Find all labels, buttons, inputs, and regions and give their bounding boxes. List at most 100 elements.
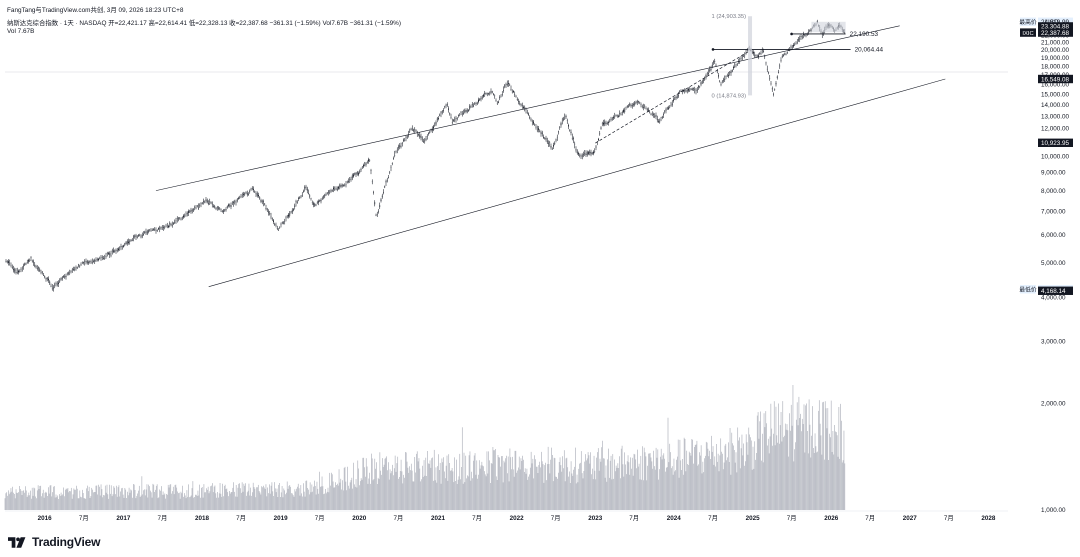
candle-body: [208, 203, 209, 204]
candle-body: [275, 224, 277, 226]
candle-body: [161, 226, 163, 228]
candle-body: [676, 96, 678, 98]
candle-body: [501, 94, 503, 95]
axis-tag-bg: [1020, 28, 1036, 37]
candle-body: [258, 194, 259, 197]
candle-body: [569, 130, 571, 131]
time-tick-label: 7月: [236, 514, 246, 522]
candle-body: [753, 52, 754, 54]
candle-body: [466, 110, 468, 112]
candle-body: [523, 106, 524, 108]
candle-body: [306, 188, 308, 191]
candle-body: [271, 218, 273, 220]
candle-body: [508, 83, 509, 84]
candle-body: [718, 75, 719, 77]
candle-body: [156, 230, 158, 231]
candle-body: [740, 58, 742, 59]
candle-body: [403, 139, 404, 141]
candle-body: [105, 256, 107, 257]
candle-body: [118, 248, 119, 251]
time-tick-label: 2027: [903, 515, 918, 522]
candle-body: [735, 64, 737, 66]
candle-body: [345, 184, 347, 186]
candle-body: [63, 276, 64, 277]
candle-body: [763, 51, 764, 52]
candle-body: [551, 148, 553, 150]
candle-body: [261, 201, 263, 202]
candle-body: [548, 143, 549, 145]
candle-body: [23, 265, 24, 267]
candle-body: [679, 91, 681, 92]
price-tick-label: 15,000.00: [1041, 91, 1070, 98]
candle-body: [611, 118, 613, 120]
candle-body: [546, 140, 548, 143]
candle-body: [473, 105, 474, 107]
price-tick-label: 2,000.00: [1041, 401, 1066, 408]
candle-body: [798, 39, 799, 41]
candle-body: [201, 203, 203, 204]
candle-body: [509, 84, 511, 86]
candle-body: [723, 79, 724, 81]
candle-body: [374, 202, 376, 205]
candle-body: [353, 174, 354, 177]
candle-body: [538, 128, 539, 130]
candle-body: [476, 102, 478, 104]
candle-body: [643, 107, 644, 108]
candle-body: [295, 201, 297, 202]
candle-body: [243, 193, 244, 195]
candle-body: [55, 283, 57, 284]
candle-body: [603, 122, 604, 125]
candle-body: [771, 88, 773, 90]
candle-body: [503, 90, 504, 91]
candle-body: [520, 104, 522, 106]
candle-body: [655, 115, 657, 117]
candle-body: [395, 151, 397, 153]
candle-body: [450, 117, 452, 118]
candle-body: [664, 111, 666, 112]
candle-body: [590, 152, 592, 155]
candle-body: [754, 54, 756, 56]
candle-body: [685, 90, 687, 92]
time-axis[interactable]: 2016 7月 2017 7月 2018 7月 2019 7月 2020 7月 2021 7月 2022…: [38, 514, 996, 522]
candle-body: [413, 129, 414, 131]
price-axis[interactable]: 1,000.00 2,000.00 3,000.00 4,000.00 5,000.00…: [1041, 26, 1070, 515]
candle-body: [484, 92, 486, 95]
price-tick-label: 16,000.00: [1041, 81, 1070, 88]
candle-body: [541, 132, 543, 135]
candle-body: [806, 34, 808, 35]
candle-body: [731, 70, 733, 72]
tradingview-brand[interactable]: TradingView: [8, 534, 100, 550]
candle-body: [356, 172, 358, 174]
candle-body: [801, 36, 803, 38]
candle-body: [236, 199, 238, 201]
candle-body: [299, 197, 301, 199]
candle-body: [24, 263, 26, 265]
candle-body: [376, 214, 378, 215]
candle-body: [428, 133, 429, 134]
candle-body: [786, 52, 788, 53]
volume-legend[interactable]: Vol 7.67B: [7, 28, 35, 35]
candle-body: [36, 268, 38, 269]
candle-body: [106, 252, 108, 254]
drawing-annotations[interactable]: 20,064.44 22,190.53 1 (24,903.35) 0 (14,874…: [155, 14, 946, 287]
candle-body: [65, 275, 67, 277]
candle-body: [310, 198, 312, 200]
candle-body: [336, 188, 338, 190]
time-tick-label: 7月: [629, 514, 639, 522]
candle-body: [139, 235, 141, 236]
candle-body: [361, 166, 363, 168]
candle-body: [570, 131, 572, 133]
candle-body: [663, 114, 664, 115]
candle-body: [669, 107, 671, 108]
candle-body: [765, 62, 767, 64]
candle-body: [348, 181, 349, 182]
candle-body: [575, 149, 577, 151]
axis-price-label-bg: [1038, 22, 1073, 31]
candle-body: [678, 95, 679, 97]
candle-body: [675, 96, 677, 99]
symbol-quote-line[interactable]: 纳斯达克综合指数 · 1天 · NASDAQ 开=22,421.17 高=22,…: [7, 20, 401, 27]
price-tick-label: 20,000.00: [1041, 47, 1070, 54]
candle-body: [53, 287, 54, 289]
currency-label[interactable]: USD: [1045, 19, 1059, 26]
